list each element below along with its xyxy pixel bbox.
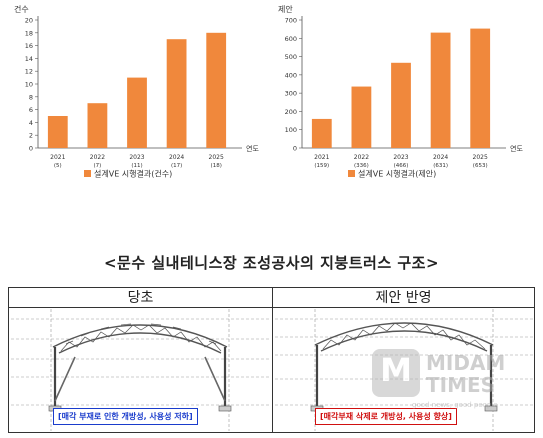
y-tick-label: 2	[29, 132, 33, 140]
x-tick-label: 2024	[169, 154, 184, 161]
proposal-truss-svg	[275, 309, 533, 431]
y-tick-label: 500	[285, 53, 297, 61]
x-tick-sublabel: (5)	[54, 163, 62, 169]
y-tick-label: 700	[285, 17, 297, 25]
columns	[315, 345, 493, 407]
proposal-header: 제안 반영	[273, 288, 534, 308]
y-tick-label: 200	[285, 108, 297, 116]
bar-2021	[47, 116, 68, 148]
x-tick-label: 2021	[314, 154, 329, 161]
watermark-line2: TIMES	[426, 373, 496, 397]
legend-swatch	[84, 170, 91, 177]
truss-web	[322, 322, 486, 350]
bar-2021	[311, 118, 332, 148]
x-tick-label: 2025	[473, 154, 488, 161]
x-tick-label: 2022	[90, 154, 105, 161]
bar-2024	[430, 32, 451, 148]
x-tick-label: 2025	[209, 154, 224, 161]
x-tick-sublabel: (7)	[94, 163, 102, 169]
y-tick-label: 0	[29, 145, 33, 153]
y-tick-label: 8	[29, 93, 33, 101]
right-footing	[218, 405, 232, 412]
x-tick-sublabel: (17)	[171, 163, 182, 169]
bar-2022	[87, 103, 108, 148]
x-tick-label: 2024	[433, 154, 448, 161]
chart-case-count-svg: 건수 0 2 4 6 8 10 12 14 16 18 20 연도 2021 (5) 2022 (7) 2023 (…	[14, 4, 259, 179]
figure-caption: <문수 실내테니스장 조성공사의 지붕트러스 구조>	[103, 254, 440, 272]
x-tick-sublabel: (336)	[354, 163, 369, 169]
y-tick-label: 12	[25, 68, 33, 76]
y-tick-label: 18	[25, 29, 33, 37]
watermark-line1: MIDAM	[426, 351, 506, 375]
y-tick-label: 20	[25, 17, 33, 25]
x-tick-sublabel: (159)	[314, 163, 329, 169]
comparison-table: 당초 제안 반영	[8, 287, 535, 433]
knee-braces	[54, 356, 226, 402]
y-tick-label: 0	[293, 145, 297, 153]
y-axis-label: 건수	[14, 4, 29, 14]
proposal-note: [매각부재 삭제로 개방성, 사용성 향상]	[315, 408, 457, 425]
watermark-logo: M	[372, 349, 420, 397]
original-truss-drawing: [매각 부재로 인한 개방성, 사용성 저하]	[11, 309, 270, 431]
bar-2025	[470, 28, 491, 149]
original-note: [매각 부재로 인한 개방성, 사용성 저하]	[53, 408, 198, 425]
column-divider	[272, 288, 273, 432]
y-tick-label: 10	[25, 81, 33, 89]
watermark-sub: good news, good people	[412, 401, 498, 409]
y-tick-label: 400	[285, 71, 297, 79]
x-tick-sublabel: (18)	[211, 163, 222, 169]
x-tick-sublabel: (466)	[394, 163, 409, 169]
x-tick-sublabel: (11)	[131, 163, 142, 169]
legend-label: 설계VE 시행결과(건수)	[94, 169, 172, 179]
x-tick-label: 2023	[393, 154, 408, 161]
midam-times-watermark: M MIDAM TIMES good news, good people	[372, 349, 530, 411]
bar-2025	[206, 32, 227, 148]
y-tick-label: 4	[29, 119, 33, 127]
bar-2023	[127, 77, 147, 148]
x-tick-label: 2022	[354, 154, 369, 161]
legend-swatch	[348, 170, 355, 177]
y-tick-label: 300	[285, 90, 297, 98]
y-tick-label: 600	[285, 35, 297, 43]
y-tick-label: 6	[29, 106, 33, 114]
y-tick-label: 16	[25, 42, 33, 50]
y-tick-label: 100	[285, 126, 297, 134]
proposal-truss-drawing: [매각부재 삭제로 개방성, 사용성 향상]	[275, 309, 533, 431]
y-axis-label: 제안	[278, 4, 293, 14]
original-header: 당초	[9, 288, 272, 308]
right-footing	[484, 405, 498, 412]
bar-2022	[351, 86, 372, 148]
truss-web	[60, 323, 222, 352]
x-tick-sublabel: (631)	[433, 163, 448, 169]
columns	[53, 347, 227, 407]
x-tick-sublabel: (653)	[473, 163, 488, 169]
chart-proposal-count-svg: 제안 0 100 200 300 400 500 600 700 연도 2021 (159) 2022 (…	[278, 4, 523, 179]
bar-2024	[166, 39, 187, 149]
x-tick-label: 2021	[50, 154, 65, 161]
x-axis-label: 연도	[510, 145, 523, 153]
legend-label: 설계VE 시행결과(제안)	[358, 169, 436, 179]
bar-2023	[391, 62, 411, 148]
x-tick-label: 2023	[129, 154, 144, 161]
chart-case-count: 건수 0 2 4 6 8 10 12 14 16 18 20 연도 2021 (5) 2022 (7) 2023 (…	[8, 0, 268, 190]
y-tick-label: 14	[25, 55, 33, 63]
x-axis-label: 연도	[246, 145, 259, 153]
chart-proposal-count: 제안 0 100 200 300 400 500 600 700 연도 2021 (159) 2022 (…	[272, 0, 532, 190]
